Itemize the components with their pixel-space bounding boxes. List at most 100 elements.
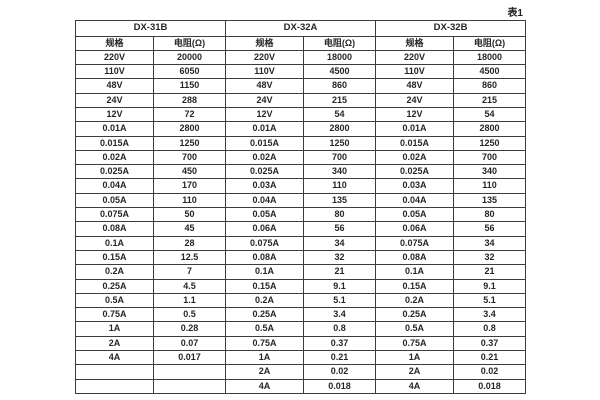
spec-cell: 0.075A (75, 207, 154, 223)
resistance-cell: 18000 (453, 49, 527, 66)
spec-cell: 0.1A (75, 235, 154, 251)
resistance-cell: 7 (152, 264, 227, 280)
group-title-dx-31b: DX-31B (74, 20, 227, 37)
spec-header: 规格 (225, 35, 305, 51)
spec-cell: 0.03A (225, 178, 305, 194)
spec-cell: 0.2A (75, 264, 154, 280)
resistance-header: 电阻(Ω) (152, 35, 227, 51)
resistance-cell: 80 (453, 207, 527, 223)
resistance-cell: 0.8 (453, 321, 527, 337)
spec-table: DX-31B DX-32A DX-32B 规格 电阻(Ω) 规格 电阻(Ω) 规格 电阻(Ω) … (74, 20, 527, 394)
table-row: 0.01A 2800 0.01A 2800 0.01A 2800 (75, 121, 527, 137)
resistance-cell: 28 (152, 235, 227, 251)
spec-cell: 0.15A (225, 278, 305, 294)
resistance-cell: 1.1 (152, 292, 227, 309)
spec-cell: 0.08A (375, 249, 455, 266)
resistance-cell: 80 (303, 207, 377, 223)
table-row: 0.04A 170 0.03A 110 0.03A 110 (75, 178, 527, 194)
resistance-cell: 5.1 (303, 292, 377, 309)
table-row: 0.1A 28 0.075A 34 0.075A 34 (75, 235, 527, 251)
spec-cell: 0.25A (375, 307, 455, 323)
resistance-cell: 700 (453, 149, 527, 166)
table-row: 220V 20000 220V 18000 220V 18000 (75, 49, 527, 66)
resistance-cell: 215 (453, 92, 527, 108)
spec-cell: 0.05A (375, 207, 455, 223)
table-header: DX-31B DX-32A DX-32B 规格 电阻(Ω) 规格 电阻(Ω) 规格 电阻(Ω) (74, 20, 527, 51)
spec-cell: 0.04A (75, 178, 154, 194)
table-row: 0.5A 1.1 0.2A 5.1 0.2A 5.1 (75, 292, 527, 309)
spec-cell: 24V (375, 92, 455, 108)
group-title-dx-32a: DX-32A (225, 20, 377, 37)
resistance-cell: 0.018 (453, 378, 527, 394)
table-row: 0.015A 1250 0.015A 1250 0.015A 1250 (75, 135, 527, 151)
resistance-cell: 0.018 (303, 378, 377, 394)
spec-cell: 4A (75, 350, 154, 366)
spec-cell: 110V (75, 64, 154, 80)
spec-cell: 0.1A (225, 264, 305, 280)
resistance-cell: 4.5 (152, 278, 227, 294)
table-row: 0.25A 4.5 0.15A 9.1 0.15A 9.1 (75, 278, 527, 294)
spec-cell: 48V (75, 78, 154, 94)
resistance-cell: 21 (303, 264, 377, 280)
table-row: 110V 6050 110V 4500 110V 4500 (75, 64, 527, 80)
spec-cell: 0.05A (225, 207, 305, 223)
table-row: 24V 288 24V 215 24V 215 (75, 92, 527, 108)
spec-cell: 0.025A (225, 164, 305, 180)
resistance-cell: 3.4 (303, 307, 377, 323)
resistance-cell: 860 (453, 78, 527, 94)
table-row: 0.2A 7 0.1A 21 0.1A 21 (75, 264, 527, 280)
spec-cell: 0.02A (225, 149, 305, 166)
table-row: 0.08A 45 0.06A 56 0.06A 56 (75, 221, 527, 237)
resistance-cell: 45 (152, 221, 227, 237)
resistance-cell: 0.37 (303, 335, 377, 352)
resistance-cell: 54 (453, 106, 527, 123)
table-row: 0.075A 50 0.05A 80 0.05A 80 (75, 207, 527, 223)
resistance-cell: 34 (453, 235, 527, 251)
spec-cell: 24V (75, 92, 154, 108)
spec-cell: 0.04A (375, 192, 455, 209)
spec-cell: 0.025A (75, 164, 154, 180)
resistance-cell: 9.1 (453, 278, 527, 294)
resistance-cell: 3.4 (453, 307, 527, 323)
spec-cell: 0.75A (225, 335, 305, 352)
resistance-cell: 1150 (152, 78, 227, 94)
resistance-cell: 860 (303, 78, 377, 94)
resistance-cell: 6050 (152, 64, 227, 80)
resistance-cell (152, 378, 227, 394)
spec-cell: 48V (375, 78, 455, 94)
resistance-cell: 2800 (152, 121, 227, 137)
resistance-cell: 110 (453, 178, 527, 194)
spec-cell: 4A (375, 378, 455, 394)
spec-cell: 0.01A (75, 121, 154, 137)
spec-cell: 2A (375, 364, 455, 380)
resistance-cell: 20000 (152, 49, 227, 66)
resistance-cell: 18000 (303, 49, 377, 66)
resistance-cell: 1250 (152, 135, 227, 151)
table-row: 12V 72 12V 54 12V 54 (75, 106, 527, 123)
spec-cell: 1A (375, 350, 455, 366)
resistance-cell: 135 (453, 192, 527, 209)
resistance-cell: 1250 (303, 135, 377, 151)
resistance-cell: 32 (303, 249, 377, 266)
spec-cell: 220V (75, 49, 154, 66)
spec-cell: 0.75A (375, 335, 455, 352)
table-row: 2A 0.02 2A 0.02 (75, 364, 527, 380)
spec-header: 规格 (75, 35, 154, 51)
resistance-cell: 0.8 (303, 321, 377, 337)
spec-cell: 0.02A (75, 149, 154, 166)
resistance-cell: 0.017 (152, 350, 227, 366)
spec-cell: 0.075A (225, 235, 305, 251)
spec-cell: 0.025A (375, 164, 455, 180)
spec-cell: 0.25A (75, 278, 154, 294)
resistance-cell: 54 (303, 106, 377, 123)
spec-cell: 24V (225, 92, 305, 108)
spec-cell: 0.05A (75, 192, 154, 209)
resistance-cell: 9.1 (303, 278, 377, 294)
table-row: 0.75A 0.5 0.25A 3.4 0.25A 3.4 (75, 307, 527, 323)
table-caption: 表1 (507, 8, 523, 19)
spec-cell (75, 378, 154, 394)
spec-cell: 0.1A (375, 264, 455, 280)
resistance-cell: 700 (152, 149, 227, 166)
table-row: 0.02A 700 0.02A 700 0.02A 700 (75, 149, 527, 166)
